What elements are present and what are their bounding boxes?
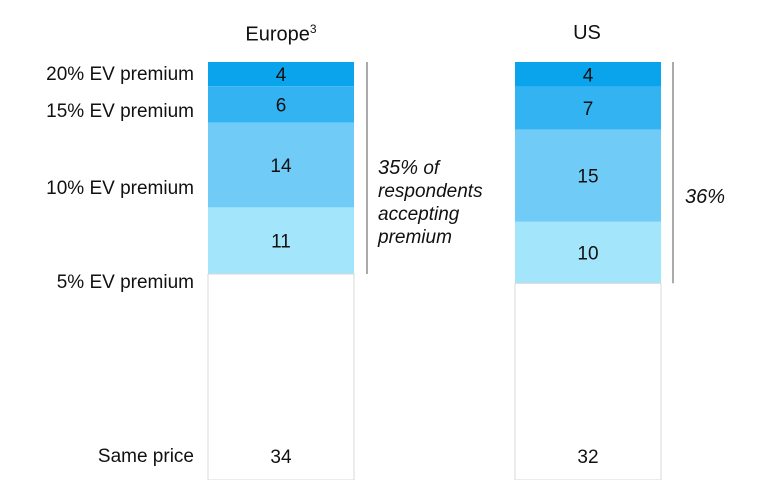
data-label-europe-15-ev-premium: 6 xyxy=(276,95,287,116)
bar-segment-europe-10-ev-premium xyxy=(208,122,354,208)
europe-annotation: 35% of respondents accepting premium xyxy=(378,157,508,249)
bar-segment-europe-5-ev-premium xyxy=(208,207,354,275)
column-title-us: US xyxy=(573,22,601,44)
row-label-10: 10% EV premium xyxy=(46,178,194,199)
data-label-europe-10-ev-premium: 14 xyxy=(270,156,292,177)
bar-segment-us-20-ev-premium xyxy=(515,62,661,87)
bar-segment-europe-same-price xyxy=(207,273,355,480)
data-label-us-same-price: 32 xyxy=(577,447,598,468)
data-label-us-10-ev-premium: 15 xyxy=(577,167,598,188)
bar-segment-us-15-ev-premium xyxy=(515,86,661,130)
data-label-europe-20-ev-premium: 4 xyxy=(276,65,287,86)
row-label-20: 20% EV premium xyxy=(46,64,194,85)
europe-annotation-text: of respondents accepting premium xyxy=(378,158,483,248)
data-label-us-5-ev-premium: 10 xyxy=(577,244,598,265)
bar-segment-us-same-price xyxy=(514,282,662,480)
bar-segment-europe-20-ev-premium xyxy=(208,62,354,87)
bar-segment-us-10-ev-premium xyxy=(515,129,661,222)
row-label-same: Same price xyxy=(97,446,194,467)
data-label-europe-same-price: 34 xyxy=(270,447,292,468)
row-label-15: 15% EV premium xyxy=(46,101,194,122)
us-annotation: 36% xyxy=(685,186,725,209)
bar-segment-europe-15-ev-premium xyxy=(208,86,354,123)
us-annotation-value: 36% xyxy=(685,186,726,208)
data-label-us-15-ev-premium: 7 xyxy=(583,99,594,120)
column-title-europe: Europe3 xyxy=(245,22,317,46)
row-label-5: 5% EV premium xyxy=(56,272,194,293)
bar-segment-us-5-ev-premium xyxy=(515,221,661,284)
europe-annotation-value: 35% xyxy=(378,157,419,179)
data-label-europe-5-ev-premium: 11 xyxy=(271,232,291,253)
data-label-us-20-ev-premium: 4 xyxy=(583,65,594,86)
